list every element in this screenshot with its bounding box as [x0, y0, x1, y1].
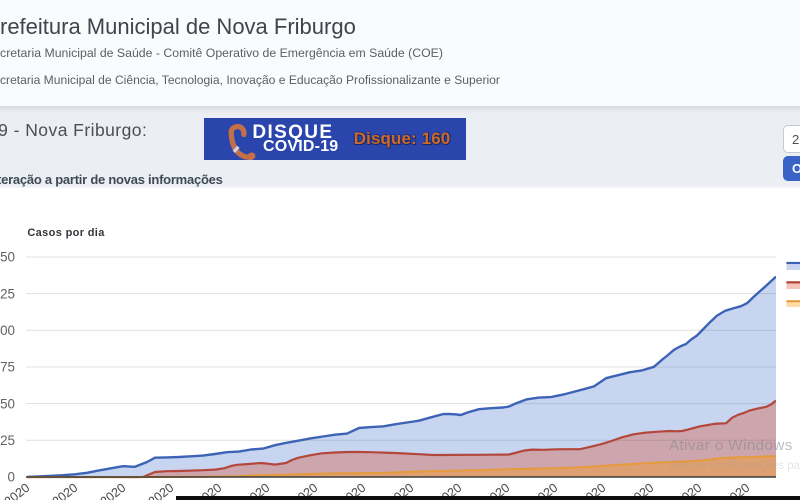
svg-text:Acesse Configurações para ativ: Acesse Configurações para ativar o Windo… [669, 460, 800, 472]
svg-text:75: 75 [0, 360, 15, 375]
svg-text:2020: 2020 [98, 481, 129, 500]
svg-text:0: 0 [8, 470, 15, 485]
svg-text:Casos por dia: Casos por dia [27, 227, 105, 239]
svg-text:25: 25 [0, 433, 15, 448]
svg-text:50: 50 [0, 396, 15, 411]
svg-text:Ativar o Windows: Ativar o Windows [669, 437, 793, 454]
svg-text:2020: 2020 [2, 481, 33, 500]
svg-text:125: 125 [0, 286, 15, 301]
svg-text:100: 100 [0, 323, 15, 338]
svg-text:2020: 2020 [50, 481, 81, 500]
svg-text:2020: 2020 [146, 481, 177, 500]
svg-text:150: 150 [0, 250, 15, 265]
